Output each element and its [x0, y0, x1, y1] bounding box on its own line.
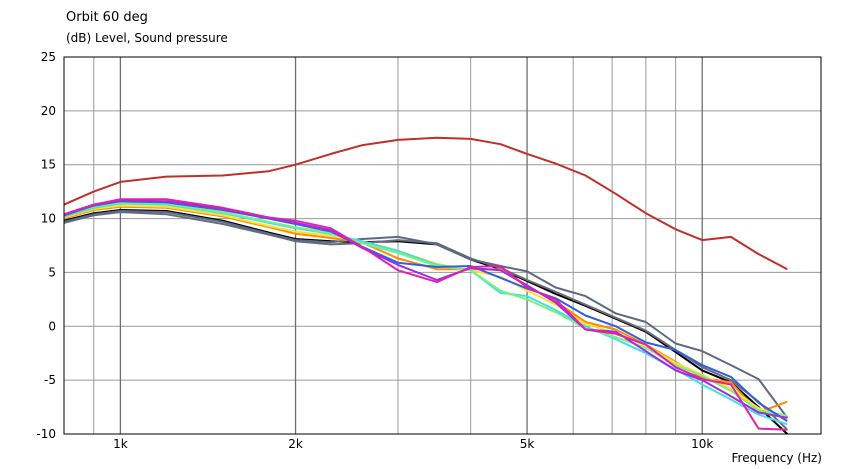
x-tick-label: 10k	[691, 437, 713, 451]
series-line-1	[63, 136, 788, 271]
y-tick-label: 25	[41, 50, 56, 64]
y-tick-label: 15	[41, 158, 56, 172]
x-tick-labels: 1k 2k 5k 10k	[113, 437, 713, 451]
series-line-3	[63, 211, 788, 431]
y-tick-label: 20	[41, 104, 56, 118]
series-line-9	[63, 200, 788, 422]
series-line-6	[63, 204, 788, 420]
series-lines	[63, 136, 789, 435]
x-axis-label: Frequency (Hz)	[731, 451, 823, 465]
y-tick-label: 10	[41, 212, 56, 226]
y-tick-label: 0	[48, 319, 56, 333]
y-tick-label: -10	[36, 427, 56, 441]
x-tick-label: 2k	[288, 437, 303, 451]
y-axis-label: (dB) Level, Sound pressure	[66, 31, 228, 45]
series-line-8	[63, 201, 788, 417]
series-line-7	[63, 202, 788, 426]
plot-border	[63, 56, 822, 435]
series-line-11	[63, 198, 788, 431]
y-tick-labels: 25 20 15 10 5 0 -5 -10	[36, 50, 56, 441]
series-line-5	[63, 205, 788, 414]
y-tick-label: -5	[44, 373, 56, 387]
series-line-10	[63, 199, 788, 419]
series-line-2	[63, 209, 788, 435]
x-tick-label: 5k	[520, 437, 535, 451]
x-tick-label: 1k	[113, 437, 128, 451]
y-tick-label: 5	[48, 265, 56, 279]
series-line-4	[63, 210, 789, 419]
axis-frame	[63, 56, 822, 435]
chart-title: Orbit 60 deg	[66, 10, 148, 25]
